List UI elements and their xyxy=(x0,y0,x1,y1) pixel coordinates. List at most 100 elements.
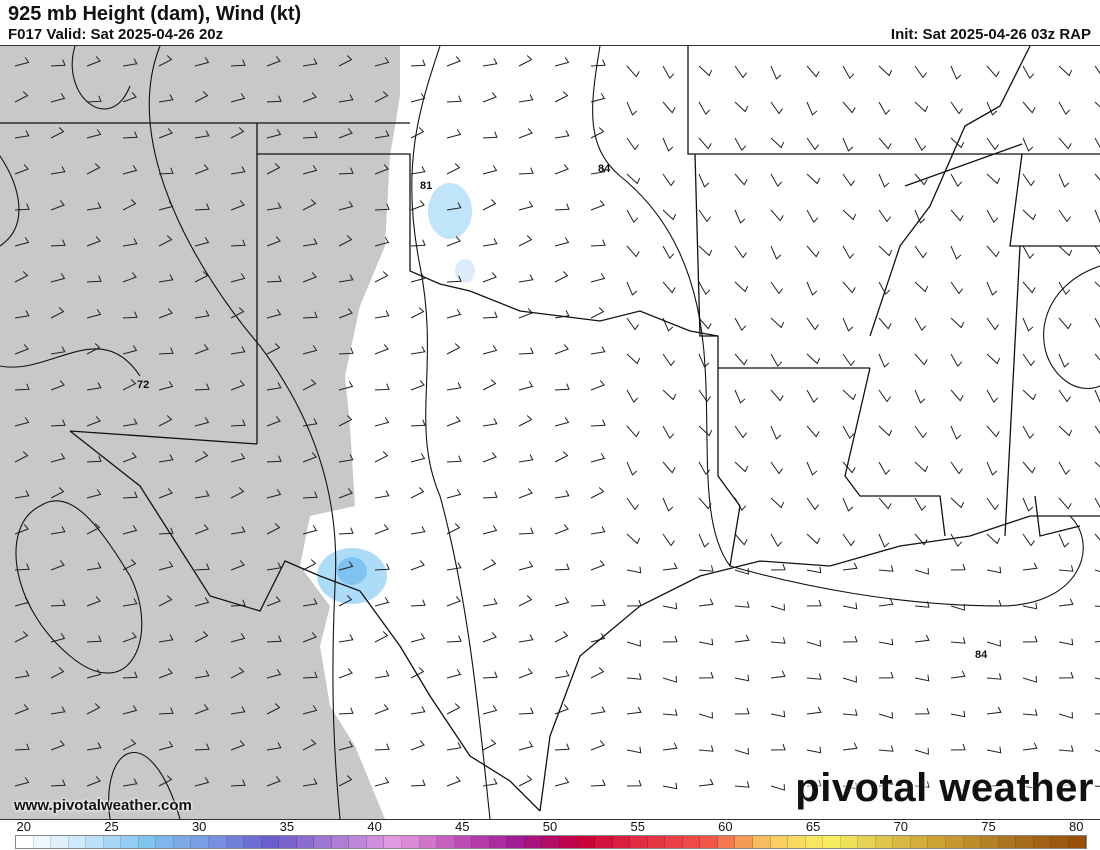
wind-barb xyxy=(194,130,210,139)
wind-barb xyxy=(734,461,749,473)
wind-barb xyxy=(122,778,138,787)
colorbar-cell xyxy=(331,836,350,848)
wind-barb xyxy=(806,245,820,258)
wind-barb xyxy=(698,671,714,679)
wind-barb xyxy=(338,55,353,67)
wind-barb xyxy=(122,418,138,427)
wind-barb xyxy=(266,202,282,211)
wind-barb xyxy=(1022,353,1036,367)
wind-barb xyxy=(14,271,29,283)
wind-barb xyxy=(806,389,819,404)
wind-barb xyxy=(1094,65,1100,75)
wind-barb xyxy=(1022,533,1036,547)
wind-barb xyxy=(410,740,425,751)
wind-barb xyxy=(986,245,1000,258)
wind-barb xyxy=(410,633,426,643)
wind-barb xyxy=(698,533,710,548)
wind-barb xyxy=(410,706,426,715)
wind-barb xyxy=(950,425,962,440)
colorbar-tick-label: 65 xyxy=(805,819,821,834)
wind-barb xyxy=(950,670,966,679)
wind-barb xyxy=(914,707,930,715)
wind-barb xyxy=(626,317,640,331)
wind-barb xyxy=(14,743,30,751)
wind-barb xyxy=(410,59,426,67)
colorbar-cell xyxy=(928,836,946,848)
colorbar-tick-label: 30 xyxy=(191,819,207,834)
wind-barb xyxy=(734,101,749,113)
wind-barb xyxy=(122,58,138,67)
wind-barb xyxy=(986,101,998,116)
colorbar-cell xyxy=(68,836,87,848)
wind-barb xyxy=(338,274,354,283)
wind-barb xyxy=(662,353,676,367)
wind-barb xyxy=(770,245,782,260)
wind-barb xyxy=(482,58,498,67)
wind-barb xyxy=(266,669,282,679)
wind-barb xyxy=(158,347,174,355)
wind-barb xyxy=(626,461,638,476)
wind-barb xyxy=(626,209,639,224)
colorbar-tick-label: 45 xyxy=(455,819,470,834)
wind-barb xyxy=(842,782,858,790)
state-borders xyxy=(0,46,1100,812)
wind-barb xyxy=(842,425,855,440)
wind-barb xyxy=(338,668,353,679)
wind-barb xyxy=(698,638,714,646)
wind-barb xyxy=(950,497,965,509)
wind-barb xyxy=(302,131,318,139)
wind-barb xyxy=(590,273,606,283)
wind-barb xyxy=(374,91,389,103)
wind-barb xyxy=(338,561,354,571)
wind-barb xyxy=(1022,65,1035,80)
wind-barb xyxy=(482,92,497,103)
wind-barb xyxy=(554,524,569,535)
wind-barb xyxy=(590,706,606,715)
wind-barb xyxy=(374,631,389,643)
wind-barb xyxy=(1022,209,1037,221)
colorbar-cell xyxy=(103,836,122,848)
wind-barb xyxy=(482,671,498,679)
wind-barb xyxy=(50,307,65,319)
wind-barb xyxy=(590,59,606,67)
wind-barb xyxy=(410,419,426,427)
wind-barb xyxy=(590,779,606,787)
wind-barb xyxy=(842,635,858,643)
colorbar-tick-label: 75 xyxy=(981,819,996,834)
wind-barb xyxy=(698,745,714,752)
colorbar-cell xyxy=(1051,836,1069,848)
wind-barb xyxy=(158,274,174,283)
wind-barb xyxy=(698,353,710,368)
wind-barb xyxy=(50,779,66,787)
wind-barb xyxy=(590,346,606,355)
wind-barb xyxy=(626,779,642,787)
wind-barb xyxy=(482,131,498,139)
colorbar-cell xyxy=(998,836,1017,848)
wind-barb xyxy=(1058,533,1070,548)
wind-barb xyxy=(194,164,209,175)
wind-barb xyxy=(302,311,318,319)
colorbar-tick-label: 80 xyxy=(1068,819,1084,834)
wind-barb xyxy=(266,596,281,607)
wind-barb xyxy=(554,743,570,751)
wind-barb xyxy=(986,425,1000,438)
wind-barb xyxy=(878,778,894,787)
contour-label: 84 xyxy=(598,163,611,175)
wind-barb xyxy=(266,489,282,499)
wind-barb xyxy=(806,746,822,754)
wind-barb xyxy=(626,65,640,78)
wind-barb xyxy=(302,418,318,427)
wind-barb xyxy=(1058,137,1072,150)
wind-barb xyxy=(410,667,425,679)
wind-barb xyxy=(446,416,461,427)
wind-barb xyxy=(158,527,174,535)
weather-map[interactable]: 81 84 72 84 xyxy=(0,45,1100,820)
wind-barb xyxy=(1058,65,1073,77)
wind-barb xyxy=(950,604,965,611)
wind-barb xyxy=(734,209,746,224)
wind-barb xyxy=(914,533,928,546)
wind-barb xyxy=(590,200,605,211)
wind-barb xyxy=(50,740,65,751)
wind-barb xyxy=(230,560,245,571)
wind-barb xyxy=(590,307,605,319)
